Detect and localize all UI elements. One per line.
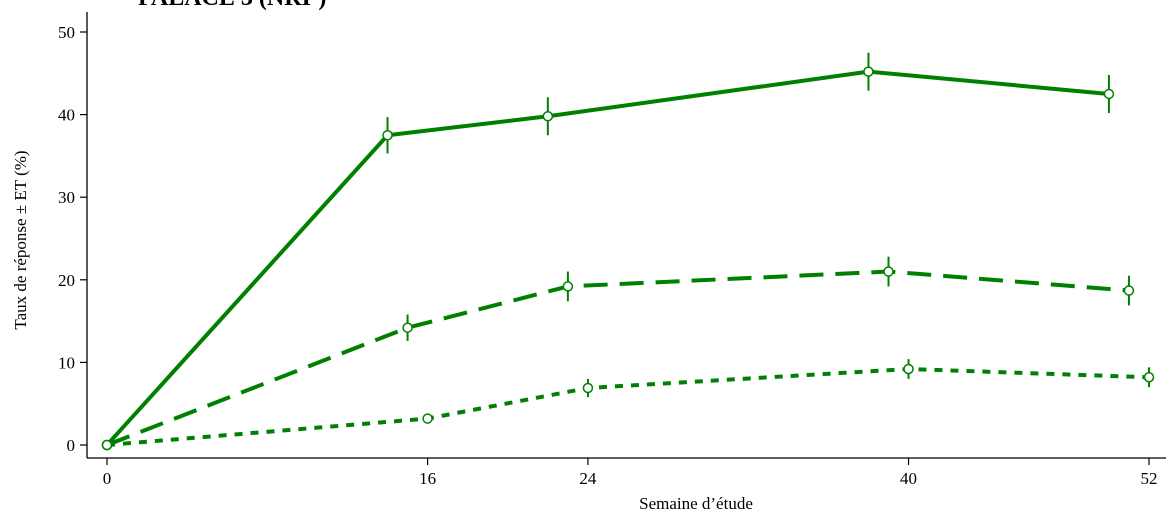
- chart-title: PALACE 3 (NRIa): [138, 0, 326, 11]
- x-tick-label: 40: [900, 469, 917, 488]
- y-tick-label: 10: [58, 353, 75, 372]
- y-tick-label: 30: [58, 188, 75, 207]
- data-point: [1103, 88, 1115, 100]
- y-tick-label: 0: [67, 436, 76, 455]
- series-solid: [101, 52, 1115, 451]
- y-tick-label: 50: [58, 23, 75, 42]
- data-point: [1123, 285, 1135, 296]
- x-tick-label: 16: [419, 469, 436, 488]
- series-line: [105, 69, 1110, 447]
- data-point: [542, 111, 554, 122]
- data-point: [883, 266, 894, 277]
- chart-title-suffix: ): [318, 0, 326, 11]
- chart-title-main: PALACE 3 (NRI: [138, 0, 311, 11]
- data-point: [863, 66, 874, 77]
- data-point: [422, 413, 433, 424]
- series-dotted: [101, 359, 1155, 451]
- series-line: [106, 367, 1150, 447]
- data-point: [903, 363, 914, 375]
- x-axis-ticks: 0 16 24 40 52: [103, 458, 1158, 488]
- data-point: [1143, 372, 1155, 383]
- data-point: [101, 439, 113, 451]
- x-tick-label: 24: [579, 469, 597, 488]
- data-point: [382, 130, 393, 141]
- y-axis-ticks: 0 10 20 30 40 50: [58, 23, 87, 455]
- series-layer: [101, 52, 1155, 451]
- y-tick-label: 40: [58, 106, 75, 125]
- y-axis-label: Taux de réponse ± ET (%): [11, 150, 30, 329]
- data-point: [402, 322, 413, 333]
- y-tick-label: 20: [58, 271, 75, 290]
- x-axis-label: Semaine d’étude: [639, 494, 753, 513]
- x-tick-label: 0: [103, 469, 112, 488]
- x-tick-label: 52: [1141, 469, 1158, 488]
- series-dashed: [101, 256, 1135, 451]
- data-point: [562, 281, 574, 292]
- series-line: [106, 269, 1130, 447]
- data-point: [582, 382, 594, 394]
